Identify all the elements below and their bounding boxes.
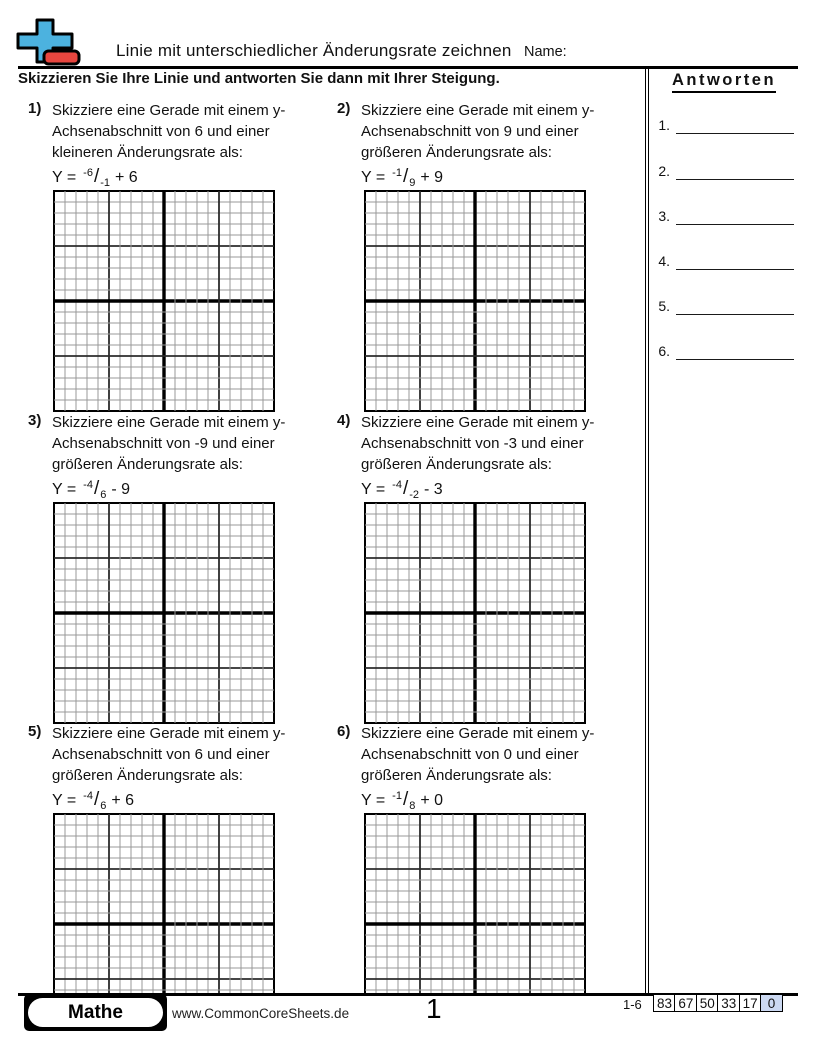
problem-text-line: Skizziere eine Gerade mit einem y- [361, 414, 595, 431]
answer-blank[interactable] [676, 159, 794, 180]
problem-text-line: Achsenabschnitt von 6 und einer [52, 746, 270, 763]
problem-number: 3) [28, 412, 42, 429]
answers-title: Antworten [652, 71, 796, 93]
answer-blank[interactable] [676, 113, 794, 134]
answer-number: 6. [658, 343, 670, 359]
problem-text-line: größeren Änderungsrate als: [361, 456, 552, 473]
problem-text-line: Skizziere eine Gerade mit einem y- [52, 725, 286, 742]
site-url: www.CommonCoreSheets.de [172, 1006, 350, 1021]
problem-equation: Y = -1/9 + 9 [361, 165, 444, 189]
coordinate-grid-3[interactable] [53, 502, 275, 724]
answer-blank[interactable] [676, 249, 794, 270]
problem-text-line: größeren Änderungsrate als: [52, 456, 243, 473]
problem-text-line: Achsenabschnitt von 6 und einer [52, 123, 270, 140]
coordinate-grid-1[interactable] [53, 190, 275, 412]
problem-text-line: größeren Änderungsrate als: [52, 767, 243, 784]
problem-text-line: Skizziere eine Gerade mit einem y- [361, 725, 595, 742]
answer-row: 4. [652, 250, 794, 270]
problem-block-3: 3) Skizziere eine Gerade mit einem y- Ac… [28, 412, 328, 503]
answer-number: 1. [658, 117, 670, 133]
problem-block-2: 2) Skizziere eine Gerade mit einem y- Ac… [337, 100, 637, 191]
problem-number: 5) [28, 723, 42, 740]
problem-text-line: Achsenabschnitt von -3 und einer [361, 435, 584, 452]
answer-row: 1. [652, 114, 794, 134]
answer-number: 5. [658, 298, 670, 314]
instruction-text: Skizzieren Sie Ihre Linie und antworten … [18, 70, 500, 87]
problem-text-line: Skizziere eine Gerade mit einem y- [52, 414, 286, 431]
problem-block-5: 5) Skizziere eine Gerade mit einem y- Ac… [28, 723, 328, 814]
coordinate-grid-4[interactable] [364, 502, 586, 724]
problem-block-4: 4) Skizziere eine Gerade mit einem y- Ac… [337, 412, 637, 503]
problem-text-line: Achsenabschnitt von 9 und einer [361, 123, 579, 140]
name-label: Name: [524, 44, 567, 60]
answer-blank[interactable] [676, 339, 794, 360]
problem-text-line: größeren Änderungsrate als: [361, 144, 552, 161]
score-cell: 17 [738, 994, 762, 1012]
subject-badge: Mathe [24, 994, 167, 1031]
header-rule [18, 66, 798, 69]
score-cell: 83 [653, 994, 676, 1012]
commoncoresheets-logo-icon [16, 18, 81, 66]
problem-equation: Y = -4/6- 9 [52, 477, 131, 501]
problem-text-line: größeren Änderungsrate als: [361, 767, 552, 784]
coordinate-grid-6[interactable] [364, 813, 586, 994]
page-number: 1 [426, 993, 442, 1024]
problem-text-line: Skizziere eine Gerade mit einem y- [361, 102, 595, 119]
coordinate-grid-2[interactable] [364, 190, 586, 412]
page-title: Linie mit unterschiedlicher Änderungsrat… [116, 41, 512, 60]
answer-row: 2. [652, 160, 794, 180]
footer-rule [18, 993, 798, 996]
problem-text-line: Achsenabschnitt von -9 und einer [52, 435, 275, 452]
answer-number: 4. [658, 253, 670, 269]
problem-equation: Y = -4/6 + 6 [52, 788, 135, 812]
problem-number: 2) [337, 100, 351, 117]
problem-text-line: Skizziere eine Gerade mit einem y- [52, 102, 286, 119]
answer-blank[interactable] [676, 294, 794, 315]
answers-divider [645, 66, 649, 994]
problem-text-line: Achsenabschnitt von 0 und einer [361, 746, 579, 763]
answer-blank[interactable] [676, 204, 794, 225]
answer-row: 5. [652, 295, 794, 315]
score-cell-highlighted: 0 [760, 994, 784, 1012]
problem-number: 1) [28, 100, 42, 117]
answer-number: 2. [658, 163, 670, 179]
problem-number: 4) [337, 412, 351, 429]
problem-number: 6) [337, 723, 351, 740]
score-cell: 67 [674, 994, 698, 1012]
score-cell: 33 [717, 994, 741, 1012]
problem-block-1: 1) Skizziere eine Gerade mit einem y- Ac… [28, 100, 328, 191]
score-range-label: 1-6 [623, 997, 642, 1012]
problem-equation: Y = -6/-1 + 6 [52, 165, 138, 189]
answer-number: 3. [658, 208, 670, 224]
problem-block-6: 6) Skizziere eine Gerade mit einem y- Ac… [337, 723, 637, 814]
problem-equation: Y = -1/8 + 0 [361, 788, 444, 812]
problem-text-line: kleineren Änderungsrate als: [52, 144, 243, 161]
score-table: 83 67 50 33 17 0 [653, 994, 784, 1012]
answer-row: 3. [652, 205, 794, 225]
answer-row: 6. [652, 340, 794, 360]
coordinate-grid-5[interactable] [53, 813, 275, 994]
subject-badge-label: Mathe [28, 998, 163, 1027]
problem-equation: Y = -4/-2- 3 [361, 477, 443, 501]
score-cell: 50 [695, 994, 719, 1012]
